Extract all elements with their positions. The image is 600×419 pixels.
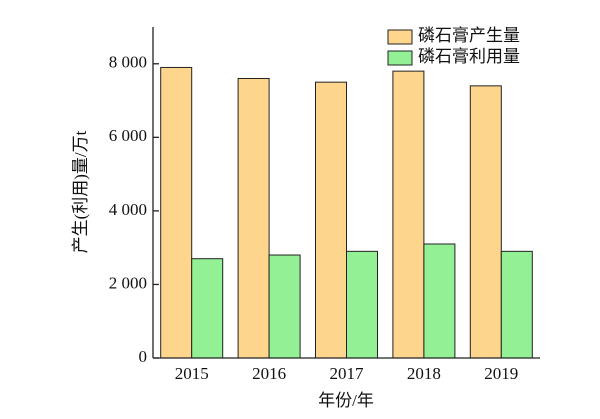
y-tick-label: 8 000 — [109, 53, 147, 72]
x-tick-label: 2017 — [330, 364, 365, 383]
bar — [315, 81, 347, 359]
x-tick-label: 2018 — [407, 364, 441, 383]
y-tick-label: 0 — [139, 347, 148, 366]
y-axis-label: 产生(利用)量/万t — [71, 130, 90, 253]
y-tick-label: 2 000 — [109, 273, 147, 292]
bar — [392, 70, 425, 359]
bar — [423, 243, 456, 359]
bar — [469, 85, 502, 359]
bar — [160, 66, 193, 359]
bar — [237, 77, 270, 359]
y-tick-label: 6 000 — [109, 126, 147, 145]
bar — [346, 250, 378, 359]
bar — [500, 250, 533, 359]
legend-swatch — [387, 50, 413, 66]
bar — [191, 258, 224, 359]
legend-label: 磷石膏利用量 — [418, 46, 520, 66]
legend-swatch — [387, 29, 413, 45]
bar — [268, 254, 301, 359]
x-axis-label: 年份/年 — [318, 391, 374, 410]
y-tick-label: 4 000 — [109, 200, 147, 219]
legend-label: 磷石膏产生量 — [418, 25, 520, 45]
x-tick-label: 2016 — [252, 364, 286, 383]
x-tick-label: 2019 — [484, 364, 518, 383]
x-tick-label: 2015 — [175, 364, 209, 383]
